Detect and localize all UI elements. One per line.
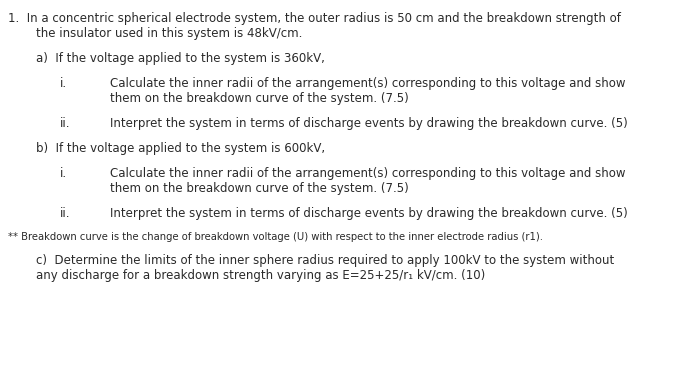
Text: ii.: ii. <box>60 207 71 220</box>
Text: 1.  In a concentric spherical electrode system, the outer radius is 50 cm and th: 1. In a concentric spherical electrode s… <box>8 12 621 25</box>
Text: c)  Determine the limits of the inner sphere radius required to apply 100kV to t: c) Determine the limits of the inner sph… <box>36 254 615 267</box>
Text: Calculate the inner radii of the arrangement(s) corresponding to this voltage an: Calculate the inner radii of the arrange… <box>110 77 626 90</box>
Text: Calculate the inner radii of the arrangement(s) corresponding to this voltage an: Calculate the inner radii of the arrange… <box>110 167 626 180</box>
Text: Interpret the system in terms of discharge events by drawing the breakdown curve: Interpret the system in terms of dischar… <box>110 117 628 130</box>
Text: any discharge for a breakdown strength varying as E⁤=25+25/r₁ kV/cm. (10): any discharge for a breakdown strength v… <box>36 269 485 282</box>
Text: ** Breakdown curve is the change of breakdown voltage (U⁤) with respect to the i: ** Breakdown curve is the change of brea… <box>8 232 543 242</box>
Text: Interpret the system in terms of discharge events by drawing the breakdown curve: Interpret the system in terms of dischar… <box>110 207 628 220</box>
Text: them on the breakdown curve of the system. (7.5): them on the breakdown curve of the syste… <box>110 182 409 195</box>
Text: a)  If the voltage applied to the system is 360kV,: a) If the voltage applied to the system … <box>36 52 325 65</box>
Text: them on the breakdown curve of the system. (7.5): them on the breakdown curve of the syste… <box>110 92 409 105</box>
Text: i.: i. <box>60 167 67 180</box>
Text: the insulator used in this system is 48kV/cm.: the insulator used in this system is 48k… <box>36 27 302 40</box>
Text: ii.: ii. <box>60 117 71 130</box>
Text: i.: i. <box>60 77 67 90</box>
Text: b)  If the voltage applied to the system is 600kV,: b) If the voltage applied to the system … <box>36 142 325 155</box>
